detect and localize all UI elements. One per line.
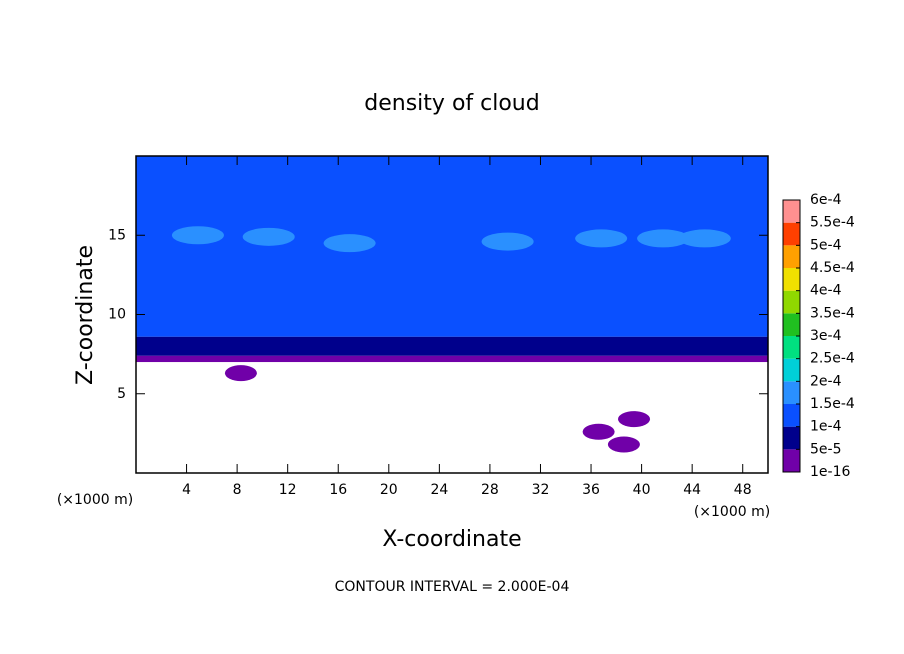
contour-patch	[618, 411, 651, 428]
contour-note: CONTOUR INTERVAL = 2.000E-04	[335, 579, 570, 595]
colorbar-band	[783, 313, 800, 336]
colorbar-label: 4e-4	[810, 283, 842, 299]
chart-title: density of cloud	[364, 91, 539, 116]
x-tick-label: 36	[582, 482, 600, 498]
contour-patch	[242, 227, 295, 246]
colorbar-band	[783, 381, 800, 404]
x-tick-label: 24	[430, 482, 448, 498]
colorbar-band	[783, 358, 800, 382]
colorbar-label: 5e-4	[810, 237, 842, 253]
colorbar-label: 1e-4	[810, 419, 842, 435]
x-tick-label: 8	[233, 482, 242, 498]
x-axis-label: X-coordinate	[382, 527, 521, 552]
colorbar-label: 3e-4	[810, 328, 842, 344]
colorbar-label: 5e-5	[810, 441, 841, 457]
x-tick-label: 40	[633, 482, 651, 498]
colorbar-label: 2e-4	[810, 373, 842, 389]
contour-patch	[582, 423, 615, 440]
x-tick-label: 12	[279, 482, 297, 498]
contour-patch	[323, 234, 376, 253]
contour-patch	[607, 436, 640, 453]
contour-layer	[136, 336, 768, 356]
colorbar-label: 1e-16	[810, 464, 850, 480]
contour-patch	[224, 365, 257, 382]
colorbar-band	[783, 200, 800, 223]
x-tick-label: 20	[380, 482, 398, 498]
x-tick-label: 44	[683, 482, 701, 498]
contour-layer	[136, 355, 768, 363]
x-unit: (×1000 m)	[694, 504, 770, 520]
contour-patch	[678, 229, 731, 248]
colorbar-label: 1.5e-4	[810, 396, 855, 412]
colorbar-band	[783, 268, 800, 291]
colorbar-band	[783, 404, 800, 427]
y-tick-label: 15	[108, 227, 126, 243]
x-tick-label: 48	[734, 482, 752, 498]
y-axis-label: Z-coordinate	[73, 245, 98, 385]
y-tick-label: 10	[108, 307, 126, 323]
colorbar-band	[783, 336, 800, 359]
colorbar-label: 6e-4	[810, 192, 842, 208]
colorbar-band	[783, 449, 800, 472]
x-tick-label: 32	[532, 482, 550, 498]
colorbar-label: 5.5e-4	[810, 215, 855, 231]
colorbar-band	[783, 245, 800, 268]
contour-patch	[481, 232, 534, 251]
colorbar-band	[783, 426, 800, 450]
colorbar-band	[783, 290, 800, 314]
contour-patch	[575, 229, 628, 248]
contour-patch	[637, 229, 690, 248]
contour-patch	[171, 226, 224, 245]
colorbar-label: 4.5e-4	[810, 260, 855, 276]
x-tick-label: 4	[182, 482, 191, 498]
colorbar-label: 3.5e-4	[810, 305, 855, 321]
x-tick-label: 28	[481, 482, 499, 498]
x-tick-label: 16	[329, 482, 347, 498]
y-tick-label: 5	[117, 386, 126, 402]
colorbar-band	[783, 222, 800, 246]
colorbar-label: 2.5e-4	[810, 351, 855, 367]
y-unit: (×1000 m)	[57, 492, 133, 508]
